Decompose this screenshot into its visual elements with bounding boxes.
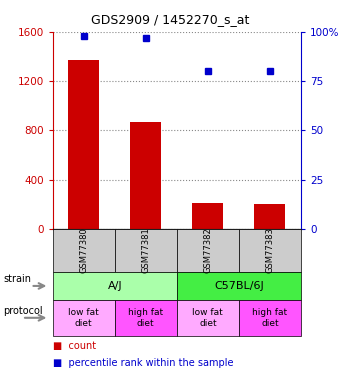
Text: strain: strain	[3, 274, 31, 284]
Bar	[254, 204, 285, 229]
Text: low fat
diet: low fat diet	[68, 308, 99, 327]
Bar	[192, 203, 223, 229]
Text: ■  percentile rank within the sample: ■ percentile rank within the sample	[53, 358, 233, 368]
Text: C57BL/6J: C57BL/6J	[214, 281, 264, 291]
Text: high fat
diet: high fat diet	[128, 308, 163, 327]
Bar	[68, 60, 99, 229]
Bar	[130, 122, 161, 229]
Text: high fat
diet: high fat diet	[252, 308, 287, 327]
Text: GSM77381: GSM77381	[141, 227, 150, 273]
Text: GSM77383: GSM77383	[266, 227, 274, 273]
Text: ■  count: ■ count	[53, 341, 96, 351]
Text: GDS2909 / 1452270_s_at: GDS2909 / 1452270_s_at	[91, 13, 249, 26]
Text: A/J: A/J	[107, 281, 122, 291]
Text: protocol: protocol	[3, 306, 43, 316]
Text: GSM77380: GSM77380	[79, 227, 88, 273]
Text: GSM77382: GSM77382	[203, 227, 212, 273]
Text: low fat
diet: low fat diet	[192, 308, 223, 327]
